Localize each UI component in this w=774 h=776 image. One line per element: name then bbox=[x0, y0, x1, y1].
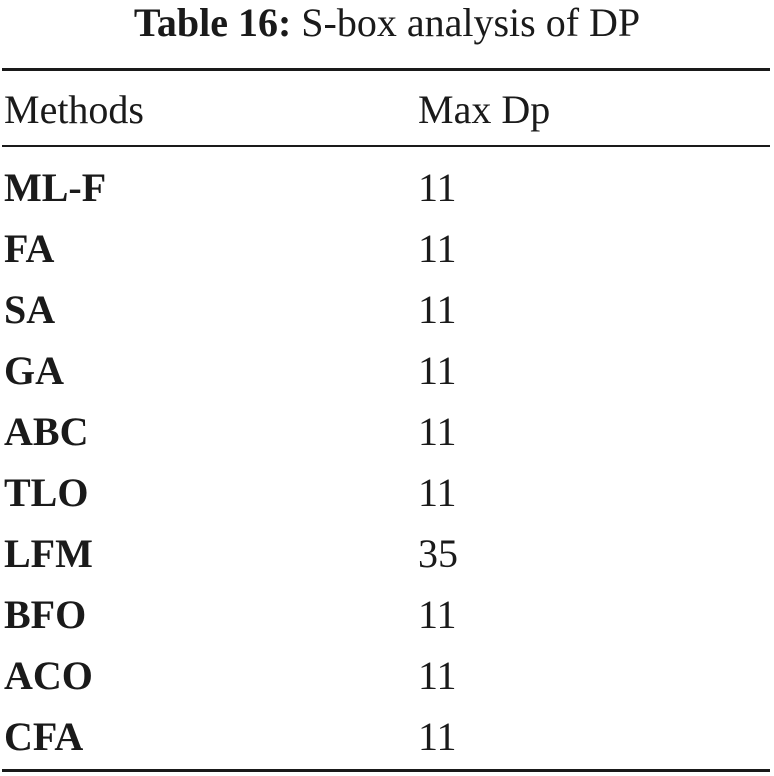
method-cell: BFO bbox=[4, 592, 87, 637]
method-cell: ML-F bbox=[4, 165, 107, 210]
max-dp-cell: 11 bbox=[418, 348, 457, 393]
max-dp-cell: 11 bbox=[418, 470, 457, 515]
table-row: GA 11 bbox=[0, 340, 774, 401]
method-cell: TLO bbox=[4, 470, 89, 515]
table-body: ML-F 11 FA 11 SA 11 GA 11 ABC 11 TLO 11 … bbox=[0, 157, 774, 767]
table-title: S-box analysis of DP bbox=[301, 0, 641, 45]
max-dp-cell: 35 bbox=[418, 531, 458, 576]
table-row: BFO 11 bbox=[0, 584, 774, 645]
bottom-rule bbox=[2, 769, 770, 772]
table-row: SA 11 bbox=[0, 279, 774, 340]
table-row: FA 11 bbox=[0, 218, 774, 279]
header-rule bbox=[2, 145, 770, 147]
max-dp-cell: 11 bbox=[418, 592, 457, 637]
max-dp-cell: 11 bbox=[418, 165, 457, 210]
table-row: ACO 11 bbox=[0, 645, 774, 706]
max-dp-cell: 11 bbox=[418, 409, 457, 454]
top-rule bbox=[2, 68, 770, 71]
method-cell: CFA bbox=[4, 714, 84, 759]
max-dp-cell: 11 bbox=[418, 287, 457, 332]
table-row: TLO 11 bbox=[0, 462, 774, 523]
method-cell: GA bbox=[4, 348, 64, 393]
table-row: LFM 35 bbox=[0, 523, 774, 584]
column-header-max-dp: Max Dp bbox=[418, 87, 551, 132]
table-caption: Table 16: S-box analysis of DP bbox=[0, 0, 774, 46]
table-header: Methods Max Dp bbox=[0, 80, 774, 140]
max-dp-cell: 11 bbox=[418, 714, 457, 759]
method-cell: LFM bbox=[4, 531, 93, 576]
table-row: ML-F 11 bbox=[0, 157, 774, 218]
max-dp-cell: 11 bbox=[418, 226, 457, 271]
table-number: Table 16: bbox=[133, 0, 292, 45]
column-header-methods: Methods bbox=[4, 87, 144, 132]
max-dp-cell: 11 bbox=[418, 653, 457, 698]
table-row: ABC 11 bbox=[0, 401, 774, 462]
method-cell: ACO bbox=[4, 653, 93, 698]
table-row: CFA 11 bbox=[0, 706, 774, 767]
method-cell: SA bbox=[4, 287, 56, 332]
method-cell: FA bbox=[4, 226, 55, 271]
method-cell: ABC bbox=[4, 409, 89, 454]
